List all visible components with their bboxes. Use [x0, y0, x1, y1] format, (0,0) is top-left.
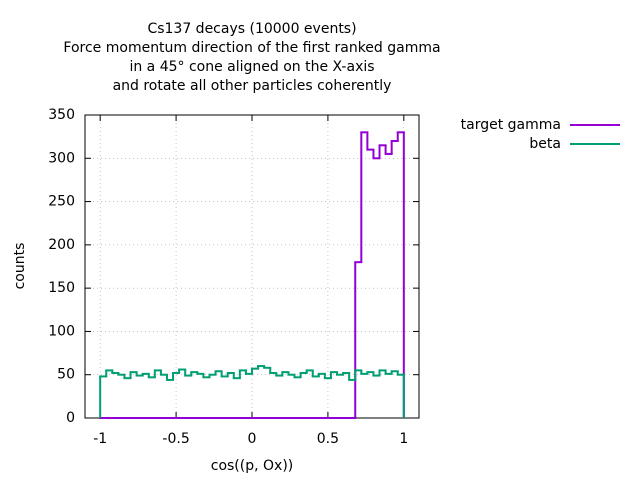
- legend-label: target gamma: [461, 117, 561, 133]
- legend-label: beta: [529, 136, 561, 152]
- chart-title: Force momentum direction of the first ra…: [63, 40, 440, 56]
- x-tick-label: -1: [93, 431, 107, 447]
- x-tick-label: 1: [399, 431, 408, 447]
- y-tick-label: 350: [48, 107, 75, 123]
- step-riser: [99, 366, 405, 418]
- y-tick-label: 300: [48, 150, 75, 166]
- step-riser: [354, 132, 405, 418]
- y-tick-label: 0: [66, 410, 75, 426]
- x-tick-label: 0: [248, 431, 257, 447]
- x-axis-label: cos((p, Ox)): [211, 458, 294, 474]
- y-tick-label: 100: [48, 323, 75, 339]
- x-tick-label: -0.5: [162, 431, 189, 447]
- chart-title: Cs137 decays (10000 events): [147, 21, 356, 37]
- y-tick-label: 50: [57, 367, 75, 383]
- y-axis-label: counts: [12, 243, 28, 290]
- x-tick-label: 0.5: [317, 431, 339, 447]
- y-tick-label: 150: [48, 280, 75, 296]
- chart-title: and rotate all other particles coherentl…: [113, 78, 392, 94]
- y-tick-label: 200: [48, 237, 75, 253]
- y-tick-label: 250: [48, 194, 75, 210]
- chart-title: in a 45° cone aligned on the X-axis: [129, 59, 374, 75]
